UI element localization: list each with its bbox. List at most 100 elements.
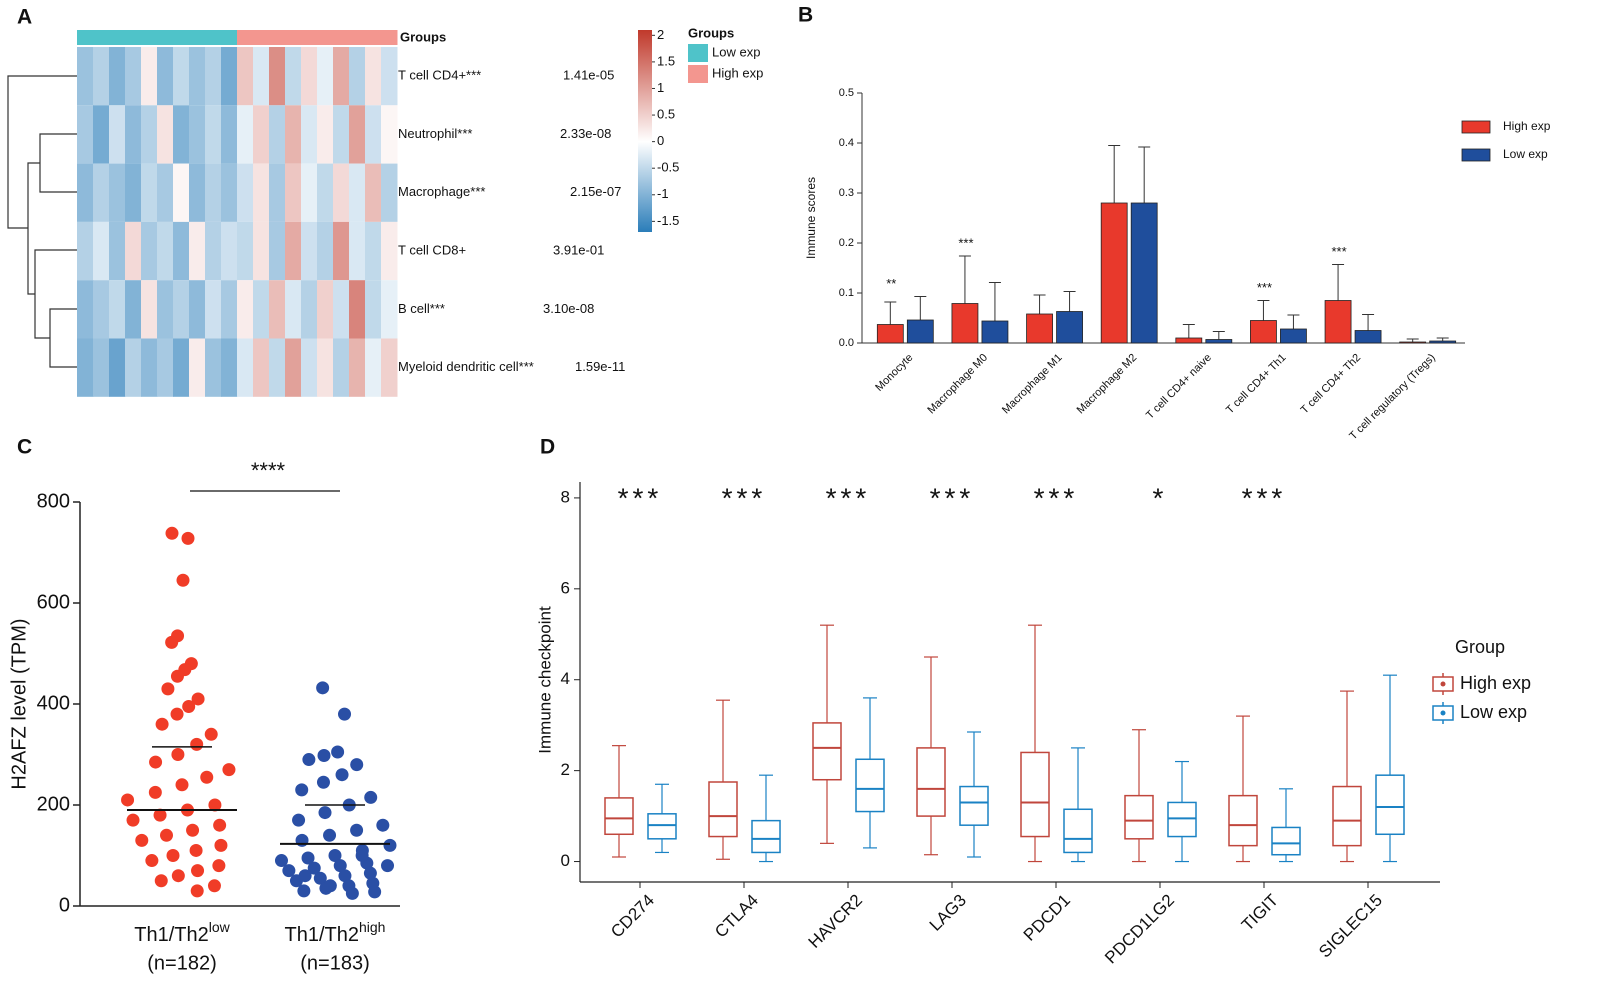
row-label: Myeloid dendritic cell*** (398, 359, 534, 374)
x-tick-label: PDCD1LG2 (1101, 891, 1178, 968)
data-point (222, 763, 236, 777)
x-tick-label: Macrophage M1 (1000, 352, 1065, 417)
data-point (165, 526, 179, 540)
heatmap-cell (205, 338, 222, 397)
data-point (155, 717, 169, 731)
group-bar (125, 30, 142, 45)
data-point (135, 833, 149, 847)
group-bar (317, 30, 334, 45)
heatmap-cell (141, 221, 158, 281)
data-point (145, 854, 159, 868)
legend-label: Low exp (1460, 702, 1527, 722)
heatmap-cell (141, 163, 158, 222)
y-tick-label: 0 (59, 894, 70, 916)
heatmap-cell (365, 338, 382, 397)
data-point (190, 884, 204, 898)
y-tick-label: 600 (37, 591, 70, 613)
heatmap-cell (205, 105, 222, 164)
legend-label: Low exp (1503, 147, 1548, 161)
heatmap-cell (269, 280, 286, 339)
group-bar (141, 30, 158, 45)
heatmap-cell (157, 163, 174, 222)
panel-label: B (798, 4, 813, 27)
heatmap-cell (381, 221, 398, 281)
row-label: Macrophage*** (398, 184, 485, 199)
heatmap-cell (157, 105, 174, 164)
data-point (204, 727, 218, 741)
legend-icon-dot (1440, 710, 1446, 716)
heatmap-cell (317, 338, 334, 397)
heatmap-cell (125, 47, 142, 106)
box (751, 819, 781, 854)
heatmap-cell (77, 221, 94, 281)
significance: *** (1242, 482, 1287, 513)
data-point (297, 884, 311, 898)
p-value: 3.10e-08 (543, 301, 594, 316)
heatmap-cell (237, 163, 254, 222)
colorbar-tick-label: 0.5 (657, 106, 675, 121)
x-tick-label: Monocyte (873, 352, 915, 394)
heatmap-cell (221, 163, 238, 222)
x-tick-label: SIGLEC15 (1315, 891, 1386, 962)
data-point (338, 707, 352, 721)
data-point (331, 745, 345, 759)
data-point (175, 778, 189, 792)
data-point (302, 753, 316, 767)
heatmap-cell (253, 280, 270, 339)
colorbar-tick-label: 1.5 (657, 53, 675, 68)
heatmap-cell (285, 163, 302, 222)
heatmap-cell (237, 47, 254, 106)
legend-title: Groups (688, 25, 734, 40)
bar (1100, 202, 1128, 344)
box (1020, 751, 1050, 838)
data-point (149, 755, 163, 769)
y-tick-label: 6 (561, 578, 570, 597)
significance: *** (826, 482, 871, 513)
data-point (318, 806, 332, 820)
panel-label: D (540, 436, 555, 459)
heatmap-cell (141, 105, 158, 164)
heatmap-cell (109, 221, 126, 281)
heatmap-cell (157, 280, 174, 339)
colorbar-tick-label: -1 (657, 186, 669, 201)
bar (1324, 300, 1352, 344)
heatmap-cell (205, 163, 222, 222)
heatmap-cell (205, 280, 222, 339)
data-point (161, 682, 175, 696)
significance: **** (251, 458, 286, 483)
heatmap-cell (189, 338, 206, 397)
heatmap-cell (173, 280, 190, 339)
heatmap-cell (141, 47, 158, 106)
bar (876, 324, 904, 344)
data-point (126, 813, 140, 827)
colorbar-tick-label: 2 (657, 27, 664, 42)
heatmap-cell (253, 338, 270, 397)
group-count: (n=183) (300, 952, 370, 974)
heatmap-cell (189, 105, 206, 164)
heatmap-cell (125, 338, 142, 397)
x-tick-label: Macrophage M2 (1075, 352, 1140, 417)
heatmap-cell (349, 338, 366, 397)
data-point (160, 828, 174, 842)
heatmap-cell (77, 280, 94, 339)
heatmap-cell (109, 105, 126, 164)
x-tick-label-base: Th1/Th2 (285, 924, 359, 946)
heatmap-cell (253, 221, 270, 281)
box (1124, 794, 1154, 840)
y-tick-label: 200 (37, 793, 70, 815)
y-axis-label: Immune scores (804, 177, 818, 259)
legend-swatch (688, 65, 708, 83)
box (1063, 808, 1093, 854)
x-tick-label: CD274 (607, 891, 658, 942)
heatmap-cell (269, 163, 286, 222)
heatmap-cell (301, 280, 318, 339)
colorbar-tick-label: -1.5 (657, 213, 679, 228)
heatmap-cell (77, 163, 94, 222)
heatmap-cell (173, 163, 190, 222)
group-bar (237, 30, 254, 45)
group-bar (77, 30, 94, 45)
heatmap-cell (269, 338, 286, 397)
dendrogram (7, 75, 77, 368)
y-tick-label: 800 (37, 490, 70, 512)
